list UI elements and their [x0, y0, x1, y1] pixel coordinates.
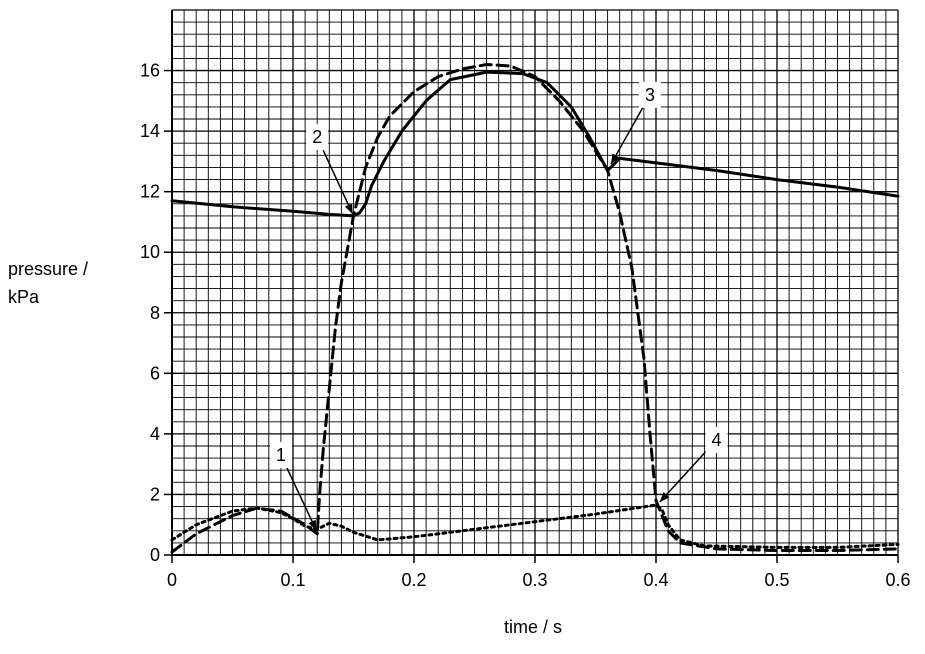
y-tick-label: 8 — [150, 303, 160, 323]
callout-arrow-1 — [286, 467, 318, 531]
callout-arrowhead-4 — [659, 491, 670, 503]
y-tick-label: 12 — [140, 182, 160, 202]
callout-arrowhead-1 — [308, 519, 317, 531]
y-tick-label: 6 — [150, 363, 160, 383]
callout-label-2: 2 — [312, 127, 322, 147]
x-axis-label: time / s — [504, 617, 562, 637]
x-tick-label: 0 — [167, 570, 177, 590]
callout-arrow-2 — [322, 149, 354, 215]
series-line-dotted — [170, 503, 900, 549]
annotations: 1 2 3 4 — [269, 81, 728, 531]
series-layer — [170, 63, 900, 554]
callout-label-1: 1 — [276, 445, 286, 465]
callout-arrow-3 — [610, 106, 644, 165]
callout-arrow-4 — [659, 449, 708, 503]
callout-box-4 — [705, 426, 728, 453]
y-tick-label: 10 — [140, 242, 160, 262]
callout-label-4: 4 — [711, 430, 721, 450]
callout-arrowhead-2 — [344, 203, 353, 215]
callout-label-3: 3 — [645, 85, 655, 105]
x-tick-label: 0.1 — [280, 570, 305, 590]
y-axis-label-line2: kPa — [8, 287, 40, 307]
callout-box-2 — [306, 124, 329, 151]
x-tick-label: 0.6 — [885, 570, 910, 590]
x-tick-label: 0.5 — [764, 570, 789, 590]
y-axis-label-line1: pressure / — [8, 259, 88, 279]
y-tick-label: 2 — [150, 484, 160, 504]
callout-box-3 — [638, 81, 661, 108]
grid — [171, 9, 899, 556]
y-tick-label: 16 — [140, 61, 160, 81]
y-tick-label: 14 — [140, 121, 160, 141]
callout-arrowhead-3 — [610, 153, 620, 165]
x-tick-label: 0.3 — [522, 570, 547, 590]
callout-box-1 — [269, 442, 292, 469]
x-tick-label: 0.4 — [643, 570, 668, 590]
y-tick-label: 0 — [150, 545, 160, 565]
y-tick-label: 4 — [150, 424, 160, 444]
x-tick-label: 0.2 — [401, 570, 426, 590]
